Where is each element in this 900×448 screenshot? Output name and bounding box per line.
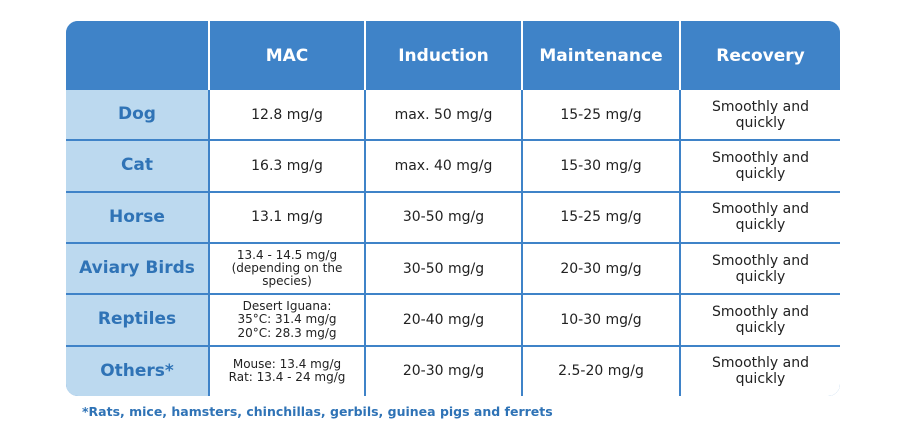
mac-cell: 16.3 mg/g <box>209 140 366 193</box>
footnote: *Rats, mice, hamsters, chinchillas, gerb… <box>82 404 553 419</box>
maintenance-cell: 2.5-20 mg/g <box>522 345 681 396</box>
mac-line: 35°C: 31.4 mg/g <box>237 312 337 327</box>
recovery-line: quickly <box>735 114 786 131</box>
mac-line: Desert Iguana: <box>242 299 332 314</box>
recovery-line: Smoothly and <box>712 201 809 218</box>
mac-cell: 12.8 mg/g <box>209 90 366 142</box>
table-body: Dog 12.8 mg/g max. 50 mg/g 15-25 mg/g Sm… <box>66 90 840 396</box>
table-row: Dog 12.8 mg/g max. 50 mg/g 15-25 mg/g Sm… <box>66 90 840 142</box>
table-row: Aviary Birds 13.4 - 14.5 mg/g (depending… <box>66 242 840 296</box>
recovery-line: Smoothly and <box>712 149 809 166</box>
maintenance-cell: 15-25 mg/g <box>522 191 681 244</box>
recovery-line: Smoothly and <box>712 303 809 320</box>
recovery-line: quickly <box>735 371 786 388</box>
recovery-line: quickly <box>735 319 786 336</box>
header-cell-blank <box>66 21 210 90</box>
mac-cell: 13.4 - 14.5 mg/g (depending on the speci… <box>209 242 366 296</box>
induction-cell: max. 50 mg/g <box>365 90 523 142</box>
recovery-cell: Smoothly and quickly <box>680 242 840 296</box>
recovery-line: quickly <box>735 217 786 234</box>
mac-line: 13.4 - 14.5 mg/g <box>236 247 338 262</box>
maintenance-cell: 10-30 mg/g <box>522 294 681 347</box>
table-row: Reptiles Desert Iguana: 35°C: 31.4 mg/g … <box>66 294 840 347</box>
induction-cell: 20-30 mg/g <box>365 345 523 396</box>
mac-line: (depending on the <box>231 261 343 276</box>
mac-cell: Mouse: 13.4 mg/g Rat: 13.4 - 24 mg/g <box>209 345 366 396</box>
induction-cell: 20-40 mg/g <box>365 294 523 347</box>
mac-line: species) <box>262 274 312 289</box>
animal-cell: Others* <box>66 345 210 396</box>
table-row: Cat 16.3 mg/g max. 40 mg/g 15-30 mg/g Sm… <box>66 140 840 193</box>
maintenance-cell: 15-30 mg/g <box>522 140 681 193</box>
header-cell-recovery: Recovery <box>680 21 840 90</box>
recovery-line: quickly <box>735 268 786 285</box>
mac-line: 13.1 mg/g <box>251 209 323 226</box>
mac-cell: 13.1 mg/g <box>209 191 366 244</box>
table-row: Others* Mouse: 13.4 mg/g Rat: 13.4 - 24 … <box>66 345 840 396</box>
header-cell-induction: Induction <box>365 21 523 90</box>
mac-line: Rat: 13.4 - 24 mg/g <box>228 370 346 385</box>
animal-cell: Cat <box>66 140 210 193</box>
anesthesia-dosage-table: MAC Induction Maintenance Recovery Dog 1… <box>66 21 840 396</box>
induction-cell: 30-50 mg/g <box>365 242 523 296</box>
mac-line: 16.3 mg/g <box>251 157 323 174</box>
maintenance-cell: 20-30 mg/g <box>522 242 681 296</box>
header-cell-maintenance: Maintenance <box>522 21 681 90</box>
anesthesia-table-wrapper: MAC Induction Maintenance Recovery Dog 1… <box>66 21 840 396</box>
animal-cell: Reptiles <box>66 294 210 347</box>
mac-line: 12.8 mg/g <box>251 106 323 123</box>
recovery-cell: Smoothly and quickly <box>680 294 840 347</box>
recovery-cell: Smoothly and quickly <box>680 140 840 193</box>
table-row: Horse 13.1 mg/g 30-50 mg/g 15-25 mg/g Sm… <box>66 191 840 244</box>
recovery-line: Smoothly and <box>712 355 809 372</box>
header-cell-mac: MAC <box>209 21 366 90</box>
recovery-line: Smoothly and <box>712 252 809 269</box>
recovery-line: Smoothly and <box>712 98 809 115</box>
mac-line: Mouse: 13.4 mg/g <box>232 357 342 372</box>
maintenance-cell: 15-25 mg/g <box>522 90 681 142</box>
mac-line: 20°C: 28.3 mg/g <box>237 325 337 340</box>
induction-cell: max. 40 mg/g <box>365 140 523 193</box>
animal-cell: Dog <box>66 90 210 142</box>
animal-cell: Horse <box>66 191 210 244</box>
animal-cell: Aviary Birds <box>66 242 210 296</box>
recovery-cell: Smoothly and quickly <box>680 90 840 142</box>
induction-cell: 30-50 mg/g <box>365 191 523 244</box>
header-row: MAC Induction Maintenance Recovery <box>66 21 840 90</box>
recovery-cell: Smoothly and quickly <box>680 191 840 244</box>
recovery-cell: Smoothly and quickly <box>680 345 840 396</box>
table-header: MAC Induction Maintenance Recovery <box>66 21 840 90</box>
mac-cell: Desert Iguana: 35°C: 31.4 mg/g 20°C: 28.… <box>209 294 366 347</box>
recovery-line: quickly <box>735 165 786 182</box>
